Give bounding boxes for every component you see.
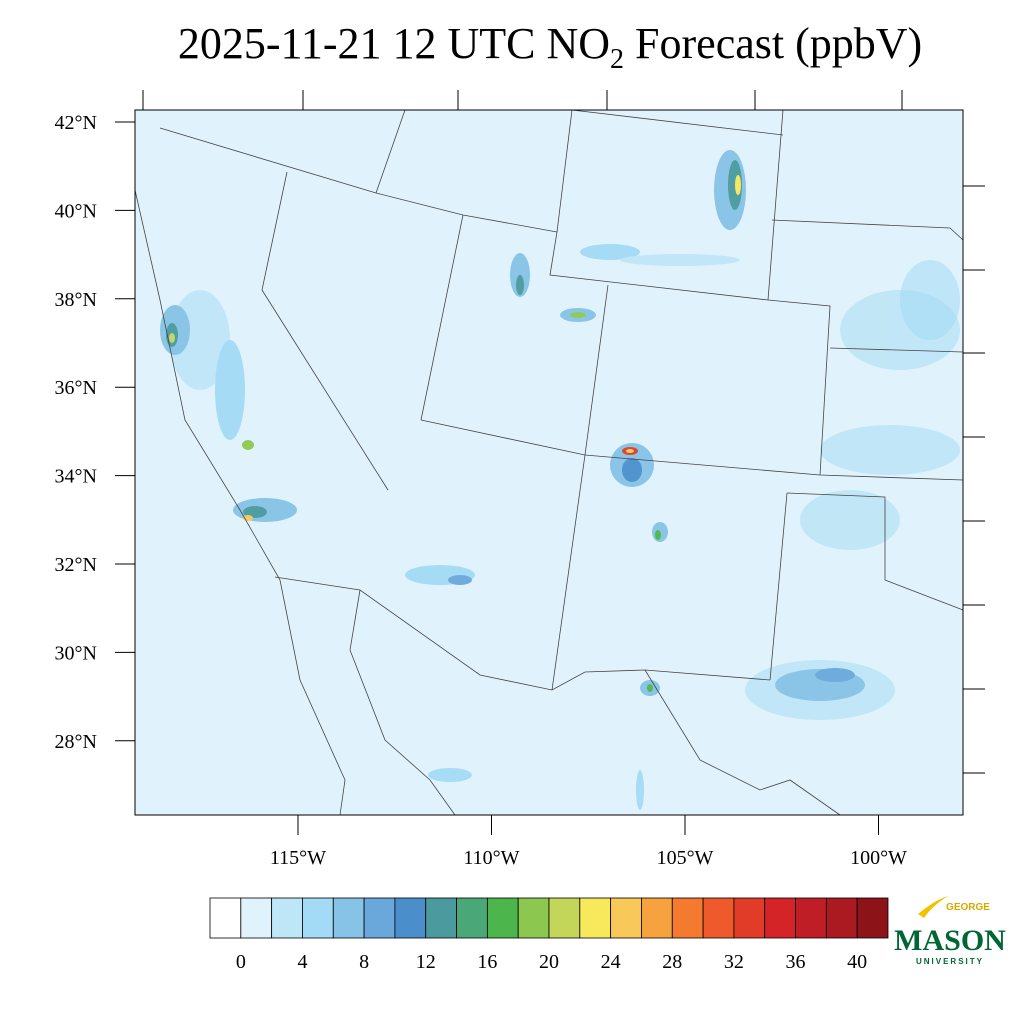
colorbar-box	[240, 897, 273, 939]
lon-label: 115°W	[270, 847, 326, 869]
lat-label: 40°N	[55, 200, 97, 222]
lat-label: 36°N	[55, 377, 97, 399]
colorbar-box	[856, 897, 889, 939]
logo: GEORGE MASON UNIVERSITY	[894, 896, 1006, 966]
colorbar-tick-label: 12	[416, 951, 436, 973]
colorbar-box	[332, 897, 365, 939]
colorbar-box	[486, 897, 519, 939]
colorbar-tick-label: 4	[297, 951, 307, 973]
colorbar-box	[363, 897, 396, 939]
colorbar-box	[795, 897, 827, 939]
colorbar-tick-label: 32	[724, 951, 744, 973]
colorbar-box	[764, 897, 796, 939]
colorbar-box	[209, 897, 242, 939]
colorbar-tick-label: 8	[359, 951, 369, 973]
colorbar-box	[825, 897, 858, 939]
logo-top: GEORGE	[946, 902, 990, 913]
colorbar-box	[302, 897, 334, 939]
map: 42°N 40°N 38°N 36°N 34°N 32°N 30°N 28°N 115°W 110…	[55, 90, 985, 869]
colorbar-box	[671, 897, 704, 939]
colorbar-tick-label: 24	[601, 951, 621, 973]
colorbar-box	[394, 897, 427, 939]
logo-main: MASON	[894, 924, 1006, 957]
colorbar-tick-label: 0	[236, 951, 246, 973]
title-main: 2025-11-21 12 UTC NO	[178, 19, 610, 68]
title-rest: Forecast (ppbV)	[624, 19, 922, 68]
colorbar-box	[733, 897, 766, 939]
colorbar-tick-label: 36	[786, 951, 806, 973]
map-frame	[134, 109, 964, 816]
lon-label: 110°W	[463, 847, 519, 869]
lat-label: 28°N	[55, 731, 97, 753]
lat-label: 42°N	[55, 112, 97, 134]
colorbar-box	[456, 897, 488, 939]
lat-label: 38°N	[55, 289, 97, 311]
state-boundaries	[134, 109, 964, 816]
logo-bottom: UNIVERSITY	[916, 957, 984, 966]
title-subscript: 2	[610, 44, 624, 75]
colorbar-tick-label: 16	[477, 951, 497, 973]
frame-ticks	[142, 90, 985, 774]
title: 2025-11-21 12 UTC NO2 Forecast (ppbV)	[178, 19, 922, 75]
colorbar-box	[610, 897, 642, 939]
colorbar-tick-label: 40	[847, 951, 867, 973]
lon-label: 105°W	[657, 847, 714, 869]
colorbar-tick-label: 28	[662, 951, 682, 973]
colorbar-box	[548, 897, 581, 939]
colorbar-box	[271, 897, 303, 939]
lat-label: 32°N	[55, 554, 97, 576]
colorbar-box	[702, 897, 735, 939]
colorbar-box	[517, 897, 550, 939]
colorbar: 0 4 8 12 16 20 24 28 32 36 40	[209, 897, 889, 973]
colorbar-box	[641, 897, 673, 939]
colorbar-box	[579, 897, 612, 939]
lat-label: 30°N	[55, 642, 97, 664]
colorbar-tick-label: 20	[539, 951, 559, 973]
colorbar-box	[425, 897, 457, 939]
concentration-field	[160, 150, 960, 810]
lon-label: 100°W	[850, 847, 907, 869]
lat-label: 34°N	[55, 466, 97, 488]
